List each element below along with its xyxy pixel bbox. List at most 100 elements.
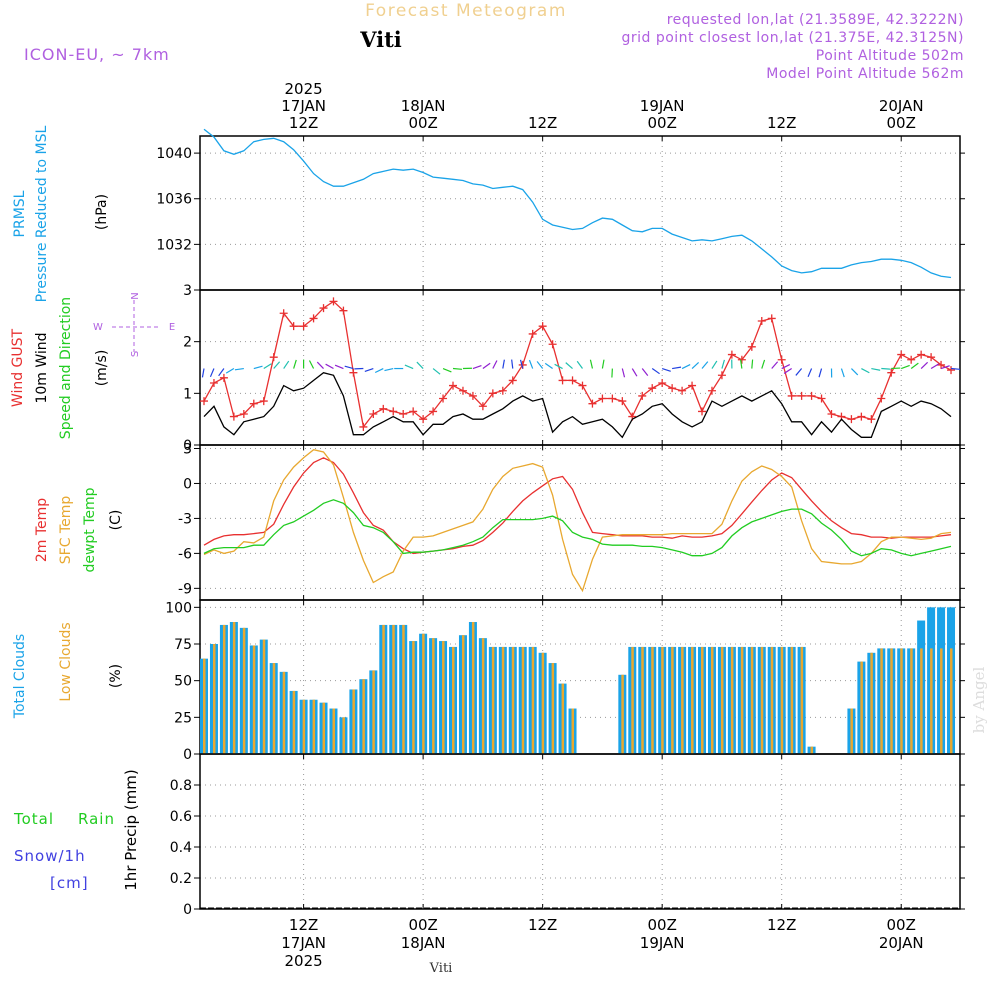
panel-precip: 0 0.2 0.4 0.6 0.8 — [170, 753, 965, 918]
wind-direction-arrow — [283, 360, 290, 369]
gust-marker — [279, 309, 288, 318]
gust-marker — [439, 394, 448, 403]
gust-marker — [558, 376, 567, 385]
low-cloud-bar — [850, 708, 853, 754]
low-cloud-bar — [511, 646, 515, 754]
low-cloud-bar — [870, 652, 873, 754]
station-name: Viti — [359, 27, 402, 52]
y-tick-label: 50 — [174, 674, 192, 690]
low-cloud-bar — [730, 646, 734, 754]
model-label: ICON-EU, ~ 7km — [24, 45, 170, 64]
gust-marker — [538, 322, 547, 331]
wind-direction-arrow — [930, 363, 940, 370]
panel-frame — [199, 753, 961, 910]
series-line-wind-gust — [203, 300, 952, 429]
low-clouds-label: Low Clouds — [58, 622, 74, 701]
gust-marker — [947, 366, 956, 375]
wind-direction-arrow — [651, 368, 660, 375]
requested-coords: requested lon,lat (21.3589E, 42.3222N) — [667, 12, 964, 28]
low-cloud-bar — [412, 641, 415, 754]
wind-direction-arrow — [910, 362, 919, 370]
panel-wind: 0 1 2 3 — [183, 283, 965, 454]
temp-unit-label: (C) — [108, 510, 124, 531]
gust-marker — [409, 407, 418, 416]
wind-direction-arrow — [554, 363, 563, 370]
gust-marker — [678, 386, 687, 395]
wind-direction-arrow — [492, 360, 498, 369]
compass-north: N — [130, 292, 141, 299]
gust-marker — [359, 422, 368, 431]
gust-marker — [827, 410, 836, 418]
low-cloud-bar — [252, 645, 256, 754]
compass-east: E — [169, 322, 175, 333]
gust-marker — [329, 297, 338, 306]
bottom-time-label: 18JAN — [401, 934, 446, 952]
low-cloud-bar — [860, 661, 863, 754]
top-time-label: 12Z — [289, 114, 318, 132]
top-time-label: 17JAN — [281, 97, 326, 115]
compass-rose: N S W E — [93, 292, 175, 357]
gust-marker — [588, 399, 597, 408]
low-cloud-bar — [352, 689, 355, 754]
gust-marker — [389, 407, 398, 416]
gust-marker — [488, 389, 497, 398]
gust-marker — [229, 412, 238, 421]
wind-direction-arrow — [502, 359, 505, 369]
gust-marker — [707, 386, 716, 395]
bottom-time-label: 00Z — [647, 916, 676, 934]
series-line-2m-temp — [203, 457, 952, 555]
bottom-time-label: 17JAN — [281, 934, 326, 952]
low-cloud-bar — [710, 646, 714, 754]
bottom-time-label: 20JAN — [879, 934, 924, 952]
low-cloud-bar — [790, 646, 794, 754]
wind-panel-labels: Wind GUST 10m Wind Speed and Direction (… — [10, 292, 175, 439]
gust-marker — [219, 373, 228, 382]
wind-direction-arrow — [781, 364, 791, 370]
chart-title: Forecast Meteogram — [365, 1, 567, 21]
gust-marker — [259, 397, 268, 406]
wind-direction-arrow — [701, 361, 709, 369]
gust-marker — [449, 381, 458, 390]
gust-marker — [508, 376, 517, 385]
low-cloud-bar — [362, 679, 365, 754]
low-cloud-bar — [671, 646, 674, 754]
bottom-time-label: 2025 — [285, 952, 323, 970]
gust-marker — [698, 407, 707, 416]
y-tick-label: 1 — [183, 386, 192, 402]
gust-marker — [299, 322, 308, 331]
footer-station: Viti — [429, 961, 453, 976]
wind-direction-arrow — [576, 360, 583, 369]
wind-direction-arrow — [364, 367, 374, 373]
wind-direction-arrow — [253, 365, 263, 370]
wind-speed-dir-label: Speed and Direction — [58, 297, 74, 439]
wind-direction-arrow — [225, 368, 235, 374]
y-tick-label: 1032 — [156, 237, 192, 253]
panel-frame — [199, 444, 961, 601]
y-tick-label: 75 — [174, 637, 192, 653]
bottom-time-label: 00Z — [887, 916, 916, 934]
gust-marker — [399, 410, 408, 418]
low-cloud-bar — [930, 648, 933, 754]
series-line-prmsl — [203, 128, 952, 279]
wind-direction-arrow — [316, 361, 324, 369]
gust-marker — [757, 317, 766, 325]
wind-direction-arrow — [850, 368, 859, 376]
low-cloud-bar — [760, 646, 764, 754]
gust-marker — [349, 368, 358, 377]
wind-direction-arrow — [209, 368, 215, 378]
y-tick-label: 0.2 — [170, 871, 192, 887]
low-cloud-bar — [571, 708, 575, 754]
wind-direction-arrow — [452, 367, 463, 370]
low-cloud-bar — [372, 670, 375, 754]
wind-direction-arrow — [565, 362, 573, 369]
series-line-dewpt-temp — [203, 499, 952, 557]
low-cloud-bar — [242, 627, 246, 754]
gust-marker — [498, 386, 507, 395]
bottom-time-label: 19JAN — [640, 934, 685, 952]
wind-direction-arrow — [472, 365, 482, 370]
y-tick-label: -9 — [178, 581, 192, 597]
gust-marker — [717, 371, 726, 380]
top-time-label: 2025 — [285, 80, 323, 98]
wind-direction-arrow — [218, 368, 225, 377]
gust-marker — [379, 404, 388, 413]
